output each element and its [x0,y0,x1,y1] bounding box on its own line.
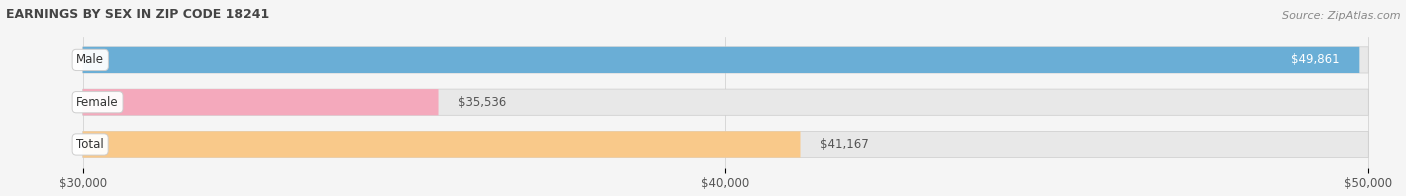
Text: Male: Male [76,54,104,66]
Text: Total: Total [76,138,104,151]
Text: Source: ZipAtlas.com: Source: ZipAtlas.com [1282,11,1400,21]
Text: $41,167: $41,167 [820,138,869,151]
FancyBboxPatch shape [83,131,1368,158]
FancyBboxPatch shape [83,89,439,115]
Text: Female: Female [76,96,120,109]
FancyBboxPatch shape [83,89,1368,115]
FancyBboxPatch shape [83,131,800,158]
FancyBboxPatch shape [83,47,1368,73]
Text: $35,536: $35,536 [458,96,506,109]
FancyBboxPatch shape [83,47,1360,73]
Text: $49,861: $49,861 [1292,54,1340,66]
Text: EARNINGS BY SEX IN ZIP CODE 18241: EARNINGS BY SEX IN ZIP CODE 18241 [6,8,269,21]
